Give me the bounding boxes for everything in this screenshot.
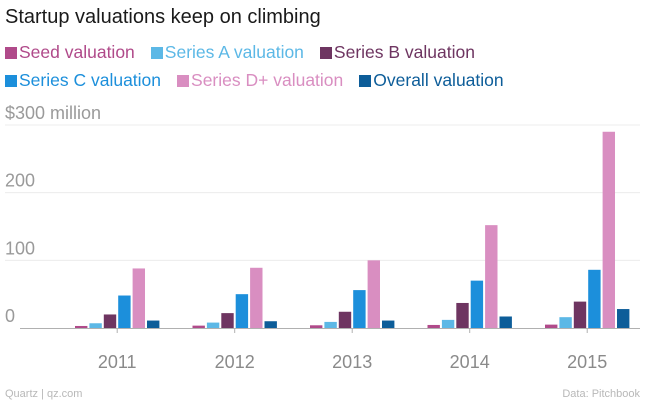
legend-label-series-c: Series C valuation [19, 70, 162, 90]
legend-label-overall: Overall valuation [373, 70, 504, 90]
x-tick-label: 2013 [332, 352, 372, 372]
legend-item-overall: Overall valuation [359, 66, 504, 94]
bar-series-a-valuation-2013 [324, 321, 337, 328]
source-text: Data: Pitchbook [562, 388, 640, 400]
bar-overall-valuation-2012 [264, 321, 277, 328]
legend-swatch-seed [5, 47, 17, 59]
bar-series-a-valuation-2012 [206, 322, 220, 328]
legend-label-series-b: Series B valuation [333, 42, 475, 62]
bar-series-c-valuation-2012 [235, 294, 249, 328]
bar-series-a-valuation-2015 [559, 317, 572, 328]
bar-series-d-valuation-2015 [602, 131, 615, 328]
bar-series-c-valuation-2013 [353, 290, 366, 328]
bar-series-b-valuation-2013 [338, 311, 352, 328]
legend-row-2: Series C valuation Series D+ valuation Ove… [5, 66, 640, 94]
bar-seed-valuation-2015 [545, 324, 558, 328]
legend-item-series-a: Series A valuation [150, 38, 304, 66]
bar-series-b-valuation-2014 [456, 302, 469, 328]
x-tick-label: 2012 [215, 352, 255, 372]
bar-series-c-valuation-2011 [118, 295, 131, 328]
bar-series-b-valuation-2011 [103, 314, 117, 328]
bar-series-d-valuation-2013 [367, 260, 380, 328]
x-tick-label: 2014 [450, 352, 490, 372]
bar-series-a-valuation-2011 [89, 323, 102, 328]
y-tick-label: 100 [5, 238, 35, 258]
bar-chart: 0 100 200 $300 million 2011 2012 2013 2014 2015 [5, 103, 640, 372]
bar-series-b-valuation-2012 [221, 313, 234, 328]
legend: Seed valuation Series A valuation Series B… [5, 38, 640, 94]
bar-series-d-valuation-2014 [485, 225, 498, 328]
legend-item-seed: Seed valuation [5, 38, 135, 66]
legend-item-series-d: Series D+ valuation [177, 66, 343, 94]
x-tick-label: 2015 [567, 352, 607, 372]
bar-series-d-valuation-2011 [132, 268, 145, 328]
chart-title: Startup valuations keep on climbing [5, 6, 321, 28]
legend-item-series-c: Series C valuation [5, 66, 161, 94]
bar-seed-valuation-2012 [192, 325, 205, 328]
bar-series-c-valuation-2014 [470, 280, 484, 328]
y-tick-label: $300 million [5, 103, 101, 123]
bar-series-a-valuation-2014 [441, 319, 455, 328]
y-tick-label: 0 [5, 306, 15, 326]
legend-row-1: Seed valuation Series A valuation Series B… [5, 38, 640, 66]
legend-label-seed: Seed valuation [19, 42, 135, 62]
legend-label-series-a: Series A valuation [164, 42, 304, 62]
legend-swatch-series-c [5, 75, 17, 87]
bar-seed-valuation-2011 [75, 325, 88, 328]
legend-swatch-series-b [319, 47, 332, 59]
bar-seed-valuation-2014 [427, 324, 440, 328]
bar-overall-valuation-2013 [382, 320, 395, 328]
bar-seed-valuation-2013 [310, 325, 323, 328]
legend-item-series-b: Series B valuation [319, 38, 475, 66]
bar-series-d-valuation-2012 [250, 267, 263, 328]
bar-series-b-valuation-2015 [573, 301, 587, 328]
legend-swatch-series-a [150, 47, 163, 59]
bar-overall-valuation-2014 [499, 316, 512, 328]
x-tick-label: 2011 [98, 352, 137, 372]
credit-text: Quartz | qz.com [5, 388, 83, 400]
bar-overall-valuation-2015 [617, 309, 630, 328]
legend-swatch-series-d [177, 75, 190, 87]
bar-series-c-valuation-2015 [588, 269, 601, 328]
legend-label-series-d: Series D+ valuation [191, 70, 344, 90]
legend-swatch-overall [359, 75, 372, 87]
bar-overall-valuation-2011 [147, 320, 160, 328]
y-tick-label: 200 [5, 171, 35, 191]
